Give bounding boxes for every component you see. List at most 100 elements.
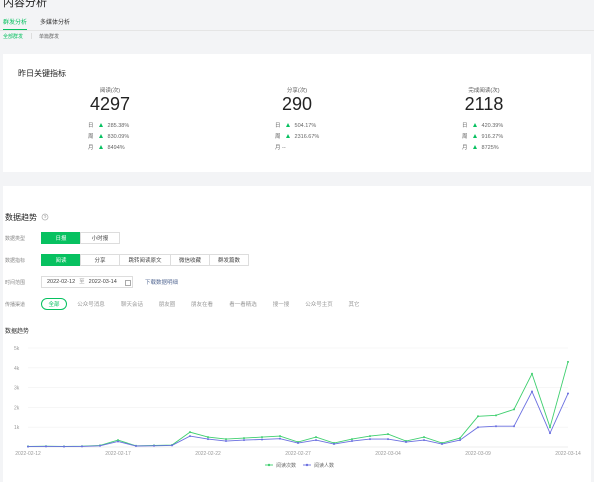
data-point bbox=[387, 438, 389, 441]
data-point bbox=[567, 360, 569, 363]
metric-value: 290 bbox=[281, 94, 313, 114]
up-arrow bbox=[472, 134, 477, 138]
channel-option[interactable]: 朋友在看 bbox=[190, 302, 213, 308]
channel-option[interactable]: 聊天会话 bbox=[120, 302, 143, 308]
data-point bbox=[477, 415, 479, 418]
data-point bbox=[315, 439, 317, 442]
data-point bbox=[369, 438, 371, 441]
data-point bbox=[207, 438, 209, 441]
data-point bbox=[117, 439, 119, 442]
metric-label: 完成阅读(次) bbox=[468, 88, 500, 94]
channel-option[interactable]: 朋友圈 bbox=[158, 302, 176, 308]
period: 日 bbox=[88, 123, 94, 129]
tab[interactable]: 群发分析 bbox=[3, 20, 28, 26]
up-arrow bbox=[285, 134, 290, 138]
period: 日 bbox=[462, 123, 468, 129]
download-link[interactable]: 下载数据明细 bbox=[145, 280, 179, 286]
option-button[interactable]: 分享 bbox=[80, 254, 120, 266]
legend-label: 阅读人数 bbox=[314, 462, 334, 469]
data-point bbox=[459, 437, 461, 440]
calendar-icon bbox=[125, 280, 131, 286]
data-point bbox=[261, 436, 263, 439]
tab[interactable]: 多媒体分析 bbox=[40, 20, 71, 26]
data-point bbox=[315, 436, 317, 439]
x-tick-label: 2022-03-14 bbox=[555, 451, 581, 457]
data-point bbox=[477, 426, 479, 429]
change-value: 2316.67% bbox=[294, 134, 320, 140]
option-button[interactable]: 小时报 bbox=[80, 232, 120, 244]
period: 月 bbox=[462, 145, 468, 151]
change-value: -- bbox=[282, 145, 286, 151]
data-point bbox=[171, 444, 173, 447]
y-tick-label: 5k bbox=[14, 346, 20, 352]
metric-value: 4297 bbox=[89, 94, 131, 114]
change-row: 周 830.09% bbox=[88, 132, 129, 140]
data-point bbox=[495, 414, 497, 417]
up-arrow bbox=[285, 123, 290, 127]
data-point bbox=[153, 444, 155, 447]
filter-label: 数据类型 bbox=[5, 236, 26, 242]
data-point bbox=[495, 425, 497, 428]
period: 月 bbox=[275, 145, 281, 151]
channel-option[interactable]: 看一看精选 bbox=[229, 302, 257, 308]
option-button[interactable]: 阅读 bbox=[41, 254, 81, 266]
chart: 1k 2k 3k 4k 5k 2022-02-12 2022-02-17 2022-02-22… bbox=[14, 346, 581, 469]
data-point bbox=[27, 445, 29, 448]
change-value: 285.38% bbox=[107, 123, 130, 129]
period: 日 bbox=[275, 123, 281, 129]
channel-option[interactable]: 公众号消息 bbox=[77, 302, 105, 308]
change-row: 日 504.17% bbox=[275, 121, 316, 129]
filter-label: 数据指标 bbox=[5, 258, 26, 264]
tab-underline bbox=[3, 29, 27, 31]
data-point bbox=[207, 436, 209, 439]
x-tick-label: 2022-02-12 bbox=[15, 451, 41, 457]
option-button[interactable]: 跳转阅读原文 bbox=[119, 254, 171, 266]
data-point bbox=[225, 440, 227, 443]
data-point bbox=[135, 445, 137, 448]
data-point bbox=[99, 444, 101, 447]
channel-option[interactable]: 其它 bbox=[348, 302, 360, 308]
up-arrow bbox=[98, 123, 103, 127]
data-point bbox=[441, 443, 443, 446]
data-point bbox=[297, 442, 299, 445]
change-row: 日 420.39% bbox=[462, 121, 503, 129]
change-row: 月 8494% bbox=[88, 143, 125, 151]
section-title: 数据趋势 bbox=[5, 213, 37, 222]
legend-dot bbox=[305, 463, 309, 467]
date-end: 2022-03-14 bbox=[88, 279, 117, 285]
option-button[interactable]: 群发篇数 bbox=[209, 254, 249, 266]
data-point bbox=[243, 439, 245, 442]
metric-label: 阅读(次) bbox=[99, 88, 121, 94]
date-input[interactable]: 2022-02-12 至 2022-03-14 bbox=[41, 276, 133, 288]
data-point bbox=[405, 441, 407, 444]
page-title: 内容分析 bbox=[3, 0, 47, 9]
change-value: 830.09% bbox=[107, 134, 130, 140]
data-point bbox=[423, 439, 425, 442]
change-row: 月 8725% bbox=[462, 143, 499, 151]
channel-option[interactable]: 搜一搜 bbox=[272, 302, 290, 308]
info-icon[interactable] bbox=[41, 213, 49, 221]
subtab[interactable]: 全部群发 bbox=[3, 34, 24, 40]
filter-label: 时间范围 bbox=[5, 280, 26, 286]
data-point bbox=[189, 431, 191, 434]
y-tick-label: 3k bbox=[14, 386, 20, 392]
up-arrow bbox=[472, 145, 477, 149]
divider bbox=[0, 30, 594, 31]
data-point bbox=[531, 390, 533, 393]
metric-value: 2118 bbox=[464, 94, 504, 114]
channel-option[interactable]: 公众号主页 bbox=[305, 302, 333, 308]
legend-label: 阅读次数 bbox=[276, 462, 296, 469]
change-value: 916.27% bbox=[481, 134, 504, 140]
x-tick-label: 2022-02-27 bbox=[285, 451, 311, 457]
channel-option[interactable]: 全部 bbox=[41, 298, 67, 310]
change-value: 8494% bbox=[107, 145, 125, 151]
option-button[interactable]: 微信收藏 bbox=[170, 254, 210, 266]
metric-label: 分享(次) bbox=[286, 88, 308, 94]
data-point bbox=[513, 425, 515, 428]
subtab[interactable]: 单篇群发 bbox=[39, 34, 60, 40]
data-point bbox=[63, 445, 65, 448]
data-point bbox=[243, 437, 245, 440]
option-button[interactable]: 日报 bbox=[41, 232, 81, 244]
data-point bbox=[423, 436, 425, 439]
